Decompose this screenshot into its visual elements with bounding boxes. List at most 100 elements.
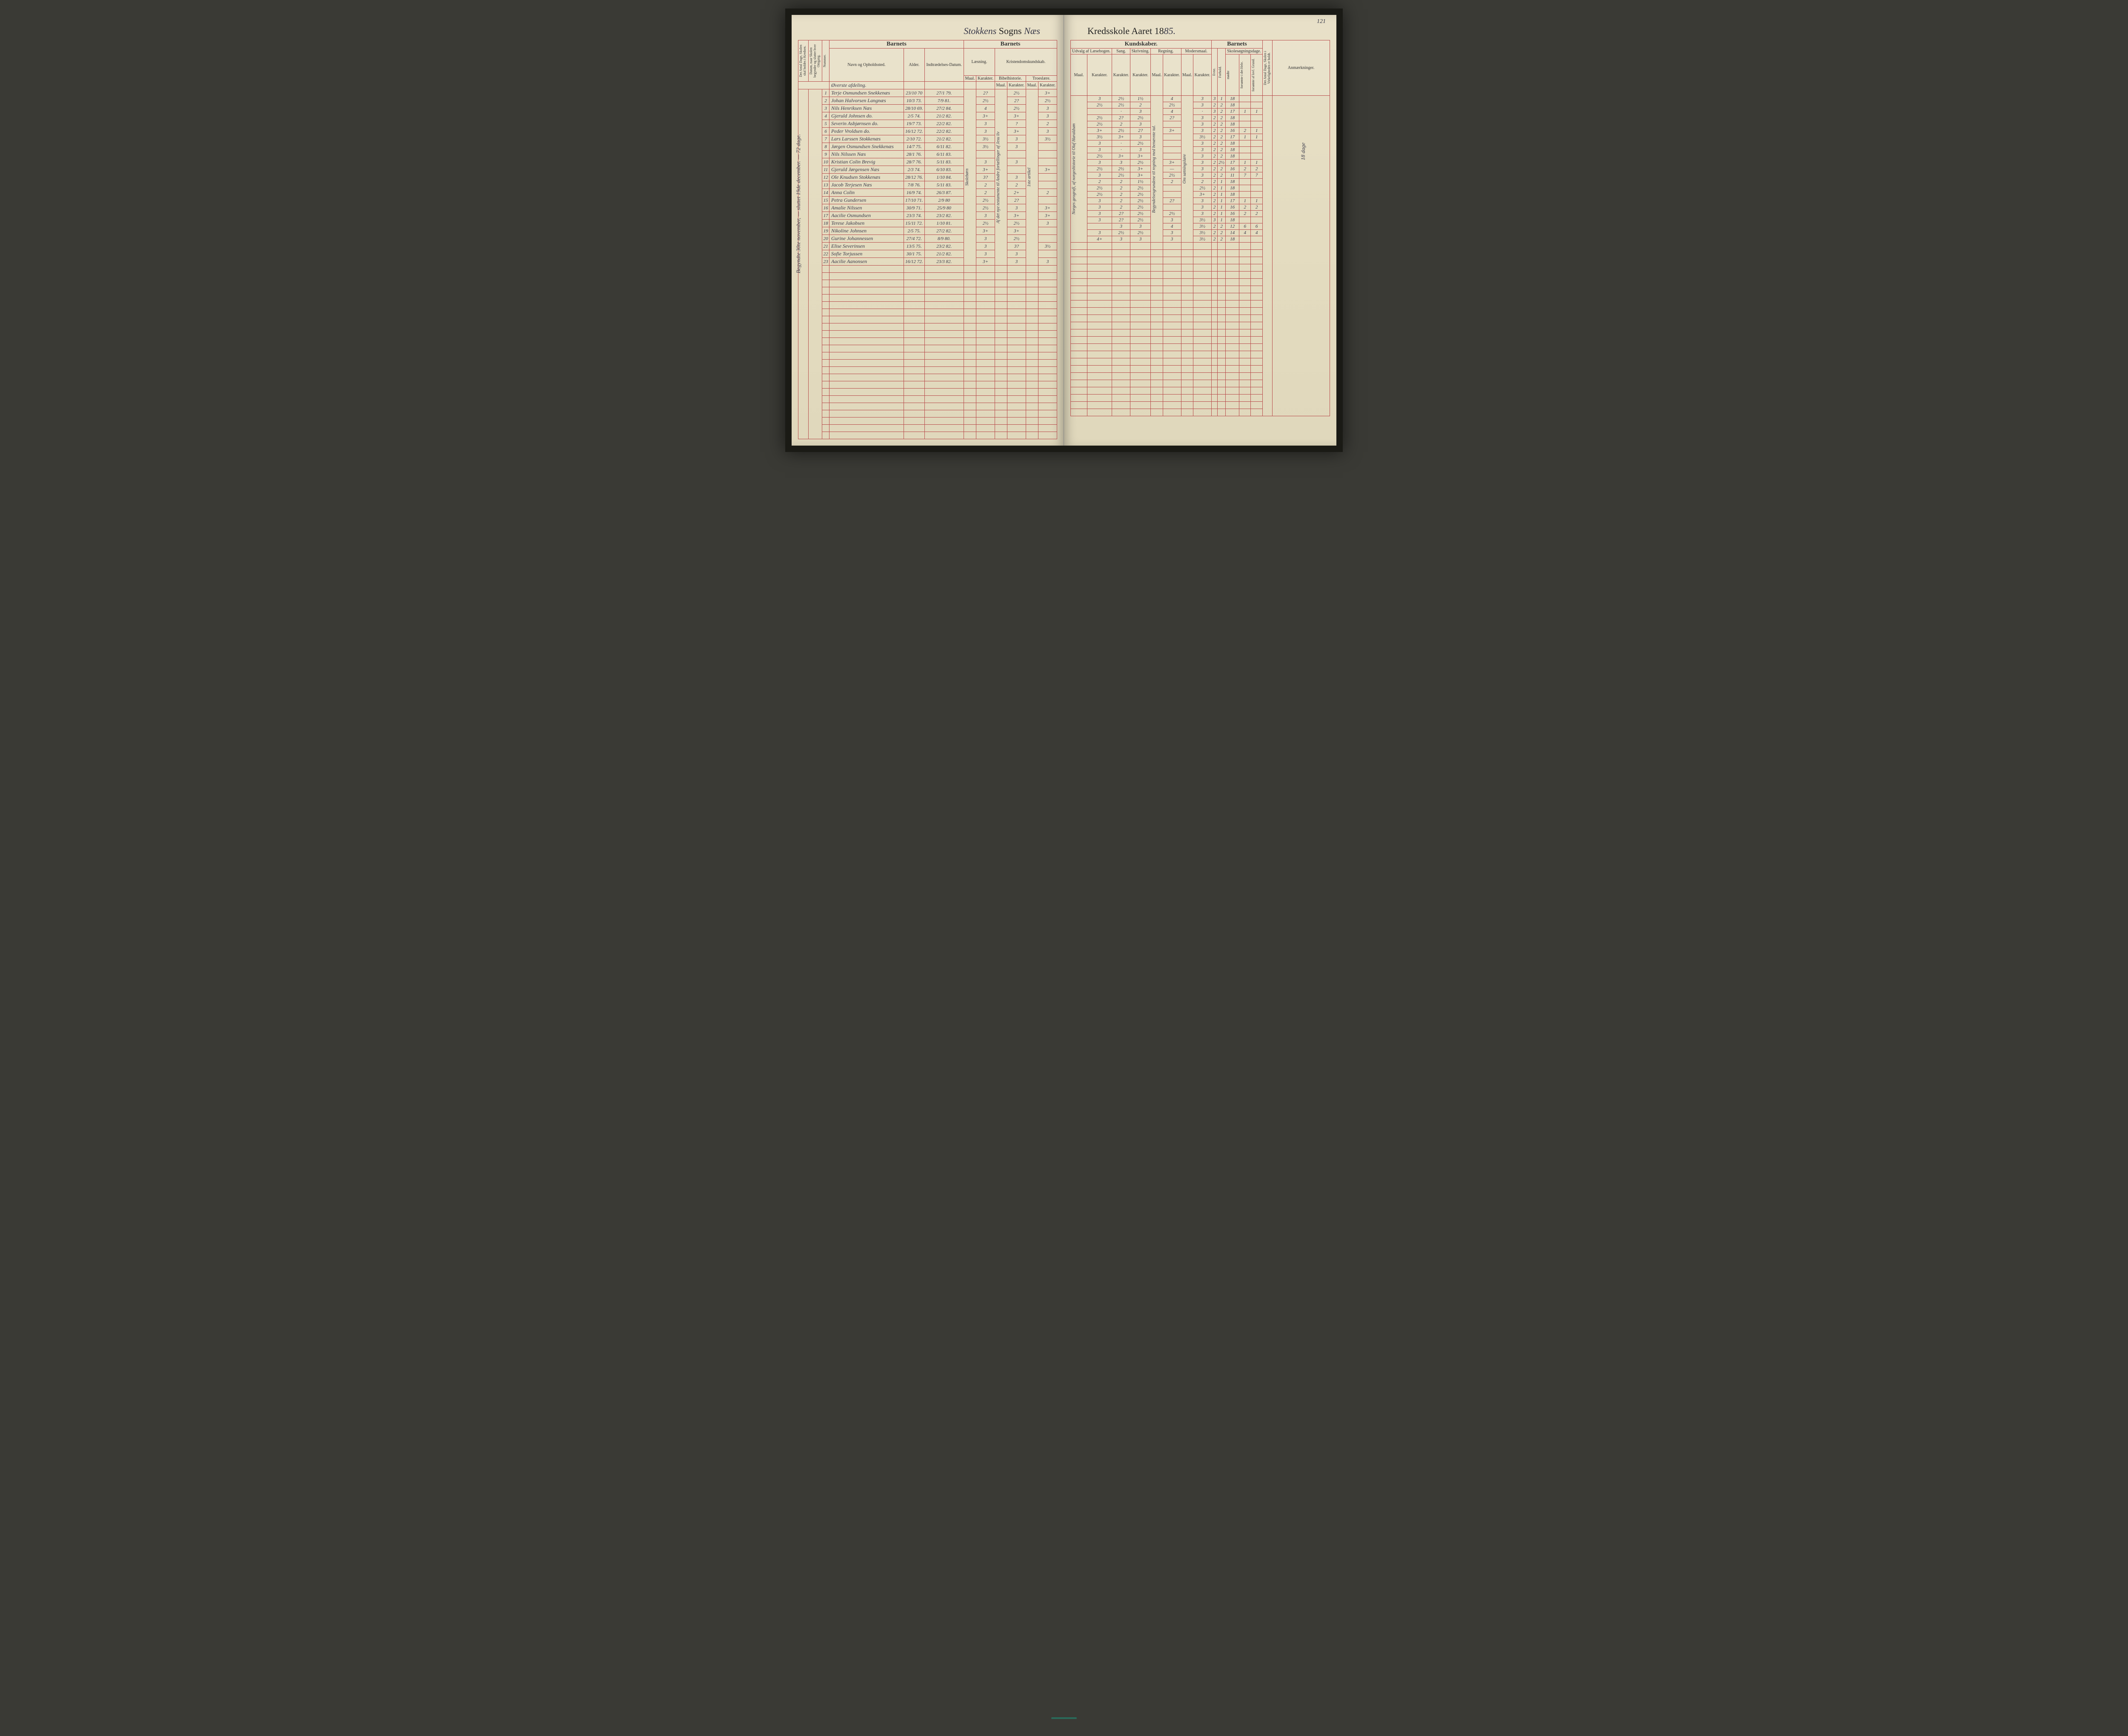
modte: 18 bbox=[1226, 192, 1239, 198]
udvalg-kar: 2½ bbox=[1087, 166, 1112, 172]
right-table: Kundskaber. Barnets Det Antal Dage, Skol… bbox=[1070, 40, 1330, 416]
sang-kar: 2 bbox=[1112, 185, 1130, 192]
maal-laesning: Skolebørn bbox=[965, 169, 970, 186]
udvalg-kar: 2½ bbox=[1087, 121, 1112, 128]
laes-kar: 3 bbox=[976, 128, 995, 135]
laes-kar: 3+ bbox=[976, 227, 995, 235]
troes-kar bbox=[1038, 158, 1057, 166]
fors-lovl bbox=[1251, 115, 1262, 121]
table-row bbox=[798, 432, 1057, 439]
alder: 17/10 71. bbox=[904, 197, 924, 204]
indtr: 27/2 82. bbox=[924, 227, 964, 235]
alder: 16/12 72. bbox=[904, 128, 924, 135]
indtr: 23/3 82. bbox=[924, 258, 964, 266]
indtr: 27/1 79. bbox=[924, 89, 964, 97]
fors-lovl bbox=[1251, 217, 1262, 223]
hdr-m-maal: Maal. bbox=[1181, 54, 1193, 96]
moders-kar: 3 bbox=[1193, 153, 1212, 160]
troes-kar: 3+ bbox=[1038, 166, 1057, 174]
fors-lovl bbox=[1251, 147, 1262, 153]
forhold: 1 bbox=[1218, 211, 1226, 217]
modte: 16 bbox=[1226, 166, 1239, 172]
moders-kar: 3 bbox=[1193, 211, 1212, 217]
alder: 30/9 71. bbox=[904, 204, 924, 212]
hdr-sa-kar: Karakter. bbox=[1112, 54, 1130, 96]
student-name: Anna Colin bbox=[829, 189, 904, 197]
hdr-kundskaber: Kundskaber. bbox=[1071, 40, 1212, 49]
indtr: 22/2 82. bbox=[924, 128, 964, 135]
bibel-kar: 2 bbox=[1007, 181, 1026, 189]
modte: 16 bbox=[1226, 128, 1239, 134]
laes-kar: 4 bbox=[976, 105, 995, 112]
skriv-kar: 1½ bbox=[1130, 96, 1151, 102]
evne: 2 bbox=[1212, 236, 1218, 243]
hdr-t-kar: Karakter. bbox=[1038, 82, 1057, 89]
hdr-moders: Modersmaal. bbox=[1181, 49, 1211, 54]
fors-lovl bbox=[1251, 185, 1262, 192]
sang-kar: 3 bbox=[1112, 223, 1130, 230]
fors-hele: 7 bbox=[1239, 172, 1251, 179]
sang-kar: 2½ bbox=[1112, 96, 1130, 102]
modte: 18 bbox=[1226, 96, 1239, 102]
forhold: 1 bbox=[1218, 217, 1226, 223]
fors-lovl: 1 bbox=[1251, 198, 1262, 204]
forhold: 2 bbox=[1218, 140, 1226, 147]
laes-kar: 3½ bbox=[976, 143, 995, 151]
table-row bbox=[798, 273, 1057, 280]
hdr-r-kar: Karakter. bbox=[1163, 54, 1181, 96]
fors-hele bbox=[1239, 185, 1251, 192]
bibel-kar: 3 bbox=[1007, 258, 1026, 266]
row-number: 7 bbox=[822, 135, 829, 143]
hdr-skolesog: Skolesøgningsdage. bbox=[1226, 49, 1263, 54]
alder: 13/5 75. bbox=[904, 243, 924, 250]
troes-kar: 3½ bbox=[1038, 135, 1057, 143]
hdr-forhold: Forhold. bbox=[1218, 52, 1222, 92]
skriv-kar: 2? bbox=[1130, 128, 1151, 134]
skriv-kar: 3+ bbox=[1130, 172, 1151, 179]
row-number: 4 bbox=[822, 112, 829, 120]
modte: 18 bbox=[1226, 179, 1239, 185]
hdr-b-kar: Karakter. bbox=[1007, 82, 1026, 89]
indtr: 2/9 80 bbox=[924, 197, 964, 204]
sang-kar: 3+ bbox=[1112, 153, 1130, 160]
forhold: 2 bbox=[1218, 172, 1226, 179]
troes-kar: 2 bbox=[1038, 189, 1057, 197]
table-row bbox=[798, 345, 1057, 352]
row-number: 12 bbox=[822, 174, 829, 181]
forhold: 2 bbox=[1218, 134, 1226, 140]
laes-kar: 3+ bbox=[976, 166, 995, 174]
table-row: 7Lars Larssen Stokkenæs2/10 72.21/2 82.3… bbox=[798, 135, 1057, 143]
forhold: 1 bbox=[1218, 96, 1226, 102]
hdr-evne: Evne. bbox=[1213, 52, 1216, 92]
regn-kar bbox=[1163, 140, 1181, 147]
table-row: 6Peder Vroldsen do.16/12 72.22/2 82.33+3 bbox=[798, 128, 1057, 135]
bibel-kar: 3+ bbox=[1007, 227, 1026, 235]
student-name: Jacob Terjesen Næs bbox=[829, 181, 904, 189]
evne: 2 bbox=[1212, 179, 1218, 185]
hdr-sk-kar: Karakter. bbox=[1130, 54, 1151, 96]
modte: 12 bbox=[1226, 223, 1239, 230]
student-name: Gjeruld Johnsen do. bbox=[829, 112, 904, 120]
title-suffix-hand: Næs bbox=[1024, 26, 1040, 36]
laes-kar: 3 bbox=[976, 235, 995, 243]
fors-lovl: 1 bbox=[1251, 134, 1262, 140]
skriv-kar: 3 bbox=[1130, 223, 1151, 230]
forhold: 2 bbox=[1218, 236, 1226, 243]
moders-kar: 2½ bbox=[1193, 185, 1212, 192]
indtr: 26/3 87. bbox=[924, 189, 964, 197]
maal-bibel: Af det nye testamente til Andre fortælli… bbox=[996, 132, 1001, 223]
evne: 2 bbox=[1212, 102, 1218, 109]
sang-kar: 3 bbox=[1112, 160, 1130, 166]
table-row bbox=[798, 360, 1057, 367]
indtr: 21/2 82. bbox=[924, 135, 964, 143]
alder: 28/10 69. bbox=[904, 105, 924, 112]
bibel-kar: 2½ bbox=[1007, 235, 1026, 243]
row-number: 3 bbox=[822, 105, 829, 112]
fors-hele bbox=[1239, 102, 1251, 109]
udvalg-kar bbox=[1087, 109, 1112, 115]
modte: 17 bbox=[1226, 160, 1239, 166]
student-name: Ole Knudsen Stokkenæs bbox=[829, 174, 904, 181]
bibel-kar bbox=[1007, 151, 1026, 158]
row-number: 22 bbox=[822, 250, 829, 258]
moders-kar: 3 bbox=[1193, 140, 1212, 147]
